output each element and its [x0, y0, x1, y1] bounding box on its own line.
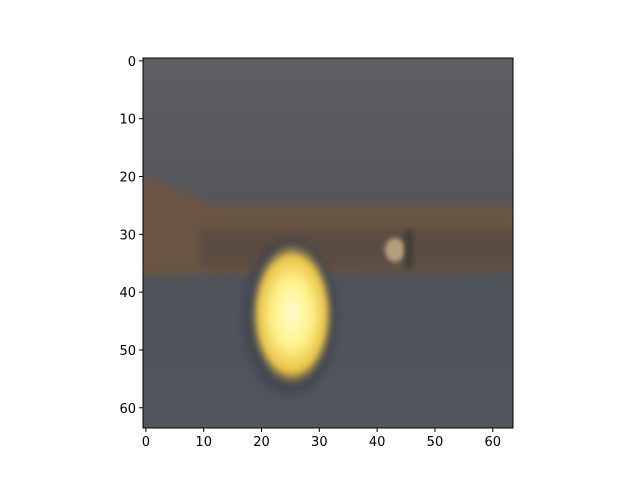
x-tick-label: 0	[142, 435, 150, 450]
y-tick-label: 10	[119, 113, 136, 128]
y-tick-label: 50	[119, 344, 136, 359]
x-tick-label: 10	[195, 435, 212, 450]
x-tick-label: 20	[253, 435, 270, 450]
x-tick-label: 30	[311, 435, 328, 450]
x-tick-label: 60	[484, 435, 501, 450]
y-tick-label: 0	[128, 55, 136, 70]
y-tick-label: 60	[119, 402, 136, 417]
image	[143, 58, 513, 428]
axes-frame	[142, 57, 514, 429]
x-tick-label: 40	[369, 435, 386, 450]
x-tick-label: 50	[427, 435, 444, 450]
y-tick-label: 40	[119, 286, 136, 301]
y-tick-label: 30	[119, 228, 136, 243]
y-tick-label: 20	[119, 171, 136, 186]
